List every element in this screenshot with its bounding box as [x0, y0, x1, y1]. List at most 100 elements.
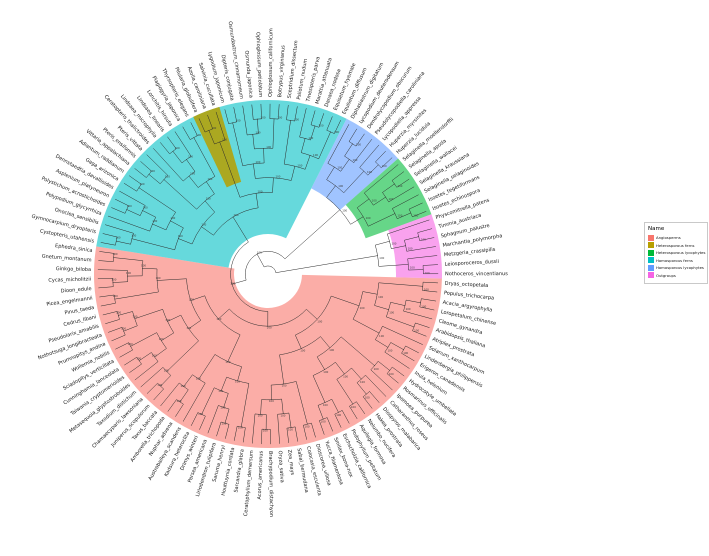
- branch: [261, 428, 267, 445]
- branch: [270, 383, 285, 401]
- support-value: 100: [222, 138, 227, 142]
- support-value: 100: [342, 208, 347, 212]
- branch: [146, 382, 161, 394]
- support-value: 100: [413, 213, 418, 217]
- branch: [273, 165, 296, 181]
- support-value: 100: [392, 241, 397, 245]
- tip-label: Acorus_americanus: [257, 450, 265, 499]
- legend-item-angiosperms: Angiosperms: [648, 234, 704, 241]
- tip-label: Botrypus_virginianus: [277, 45, 286, 98]
- branch: [336, 373, 354, 405]
- branch: [294, 155, 311, 170]
- branch: [102, 311, 119, 316]
- legend-item-heterosporous-lycophytes: Heterosporous lycophytes: [648, 249, 706, 256]
- branch: [99, 251, 115, 258]
- branch: [301, 336, 331, 349]
- branch: [374, 241, 390, 256]
- support-value: 100: [201, 222, 206, 226]
- branch: [356, 198, 370, 217]
- branch: [329, 336, 375, 366]
- support-value: 100: [360, 380, 365, 384]
- branch: [190, 295, 219, 320]
- tip-label: Zea_mays: [286, 449, 295, 475]
- support-value: 100: [189, 297, 194, 301]
- branch: [317, 295, 360, 320]
- branch: [339, 209, 364, 225]
- support-value: 100: [175, 146, 180, 150]
- branch: [198, 354, 229, 380]
- branch: [154, 340, 167, 358]
- branch: [253, 163, 274, 179]
- support-value: 100: [236, 119, 241, 123]
- support-value: 100: [164, 368, 169, 372]
- tip-label: Sarcandra_glabra: [233, 449, 245, 493]
- branch: [118, 311, 135, 319]
- support-value: 100: [388, 197, 393, 201]
- support-value: 100: [157, 383, 162, 387]
- branch: [377, 255, 409, 267]
- branch: [114, 280, 159, 300]
- branch: [352, 305, 380, 334]
- support-value: 100: [152, 353, 157, 357]
- support-value: 100: [220, 406, 225, 410]
- branch: [352, 133, 365, 147]
- branch: [233, 425, 242, 441]
- support-value: 100: [410, 265, 415, 269]
- branch: [255, 177, 274, 194]
- branch: [326, 166, 336, 187]
- support-value: 100: [329, 348, 334, 352]
- tip-label: Dioon_edule: [61, 286, 92, 295]
- support-value: 100: [389, 372, 394, 376]
- support-value: 100: [113, 294, 118, 298]
- support-value: 100: [225, 360, 230, 364]
- branch: [252, 413, 261, 444]
- support-value: 100: [352, 158, 357, 162]
- branch: [216, 421, 226, 437]
- support-value: 100: [126, 271, 131, 275]
- branch: [227, 361, 242, 382]
- branch: [403, 305, 433, 320]
- legend-swatch-angiosperms: [648, 234, 654, 241]
- branch: [232, 193, 259, 218]
- support-value: 100: [257, 251, 262, 255]
- support-value: 100: [397, 214, 402, 218]
- tip-label: Metzgeria_crassipilis: [444, 247, 496, 259]
- tip-label: Ceratophyllum_demersum: [243, 450, 255, 517]
- branch: [140, 161, 152, 175]
- support-value: 100: [256, 160, 261, 164]
- support-value: 100: [221, 422, 226, 426]
- branch: [401, 349, 415, 362]
- support-value: 100: [425, 271, 430, 275]
- branch: [161, 321, 175, 341]
- branch: [201, 387, 222, 415]
- support-value: 100: [176, 399, 181, 403]
- branch: [190, 412, 202, 426]
- branch: [153, 148, 190, 182]
- legend-item-outgroups: Outgroups: [648, 272, 704, 279]
- branch: [105, 224, 134, 239]
- support-value: 100: [258, 190, 263, 194]
- branch: [378, 325, 423, 345]
- support-value: 100: [128, 342, 133, 346]
- branch: [326, 185, 341, 211]
- branch: [256, 253, 272, 268]
- branch: [374, 332, 389, 348]
- tip-label: Ephedra_sinica: [55, 243, 93, 254]
- branch: [167, 136, 177, 152]
- branch: [410, 211, 427, 218]
- support-value: 100: [121, 327, 126, 331]
- branch: [271, 255, 378, 273]
- branch: [257, 103, 262, 120]
- legend-item-label: Heterosporous lycophytes: [656, 250, 706, 256]
- clade-wedge-heterosporous-lycophytes: [345, 158, 432, 239]
- branch: [183, 374, 200, 387]
- support-value: 100: [275, 175, 280, 179]
- support-value: 100: [379, 334, 384, 338]
- support-value: 100: [313, 153, 318, 157]
- branch: [220, 376, 238, 392]
- clade-wedge-homosporous-lycophytes: [311, 118, 399, 211]
- branch: [279, 348, 302, 385]
- support-value: 100: [113, 252, 118, 256]
- branch: [167, 399, 181, 412]
